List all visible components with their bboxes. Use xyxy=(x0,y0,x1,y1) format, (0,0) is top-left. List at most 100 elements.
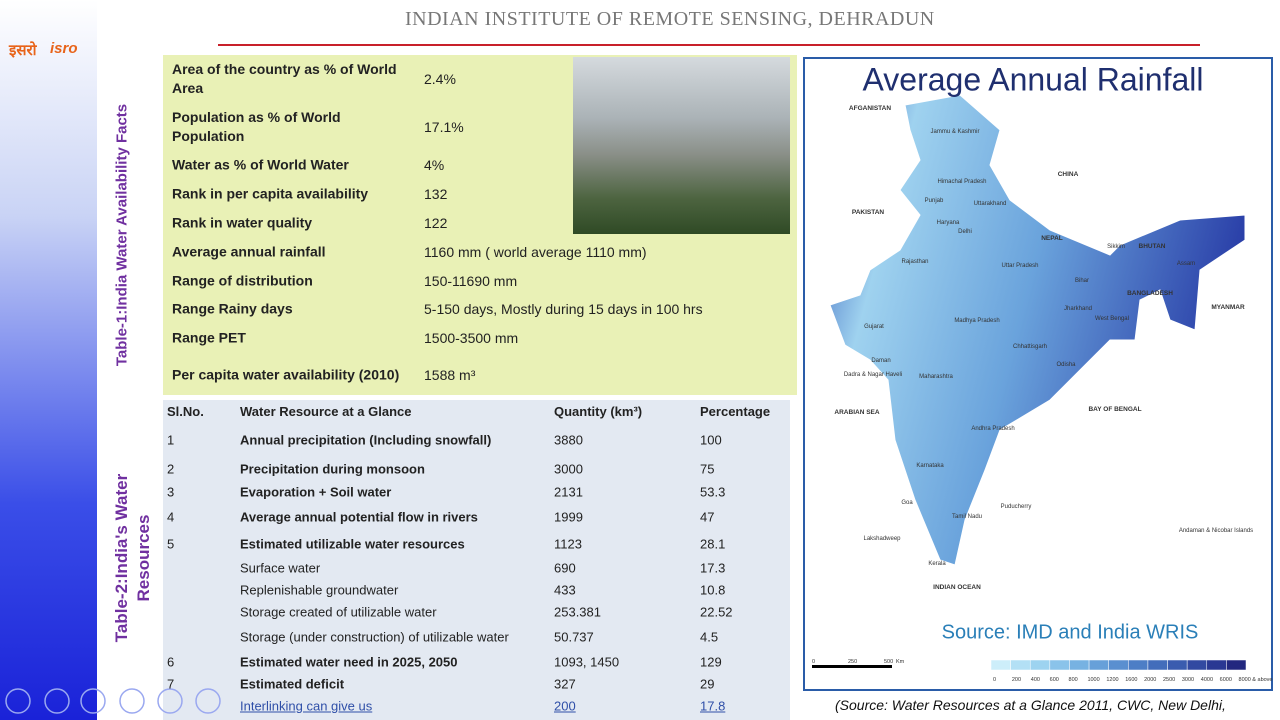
place-label: Sikkim xyxy=(1107,244,1125,250)
place-label: Dadra & Nagar Haveli xyxy=(844,372,902,378)
fact-label: Average annual rainfall xyxy=(172,243,326,260)
fact-value: 17.1% xyxy=(424,119,464,135)
cell: 22.52 xyxy=(700,604,733,620)
fact-value: 132 xyxy=(424,186,448,202)
place-label: AFGANISTAN xyxy=(849,105,891,112)
cell: 253.381 xyxy=(554,604,601,620)
legend-swatch xyxy=(1010,659,1031,671)
legend-swatch xyxy=(1108,659,1129,671)
cell: 50.737 xyxy=(554,629,594,645)
place-label: Lakshadweep xyxy=(863,536,901,542)
cell: 327 xyxy=(554,676,576,692)
cell: 47 xyxy=(700,509,715,525)
place-label: Maharashtra xyxy=(919,374,953,380)
cell: Replenishable groundwater xyxy=(240,582,399,598)
place-label: Rajasthan xyxy=(901,259,928,265)
column-header: Water Resource at a Glance xyxy=(240,404,412,419)
legend-swatch xyxy=(1049,659,1070,671)
logo-hindi: इसरो xyxy=(9,42,37,59)
place-label: Daman xyxy=(871,358,890,364)
cell: 3 xyxy=(167,484,175,500)
fact-label: Area of the country as % of World Area xyxy=(172,61,397,96)
cell: Surface water xyxy=(240,560,321,576)
fact-value: 1160 mm ( world average 1110 mm) xyxy=(424,244,647,260)
fact-label: Rank in water quality xyxy=(172,214,313,231)
place-label: Tamil Nadu xyxy=(952,514,982,520)
legend-label: 200 xyxy=(1012,677,1021,683)
dam-photo xyxy=(573,57,790,234)
cell: 200 xyxy=(554,698,576,714)
legend-label: 8000 & above xyxy=(1239,677,1273,683)
place-label: CHINA xyxy=(1058,171,1079,178)
table1-caption: Table-1:India Water Availability Facts xyxy=(113,103,131,367)
cell: 3880 xyxy=(554,432,583,448)
place-label: Andhra Pradesh xyxy=(971,426,1014,432)
cell: 2 xyxy=(167,461,175,477)
fact-label: Water as % of World Water xyxy=(172,156,349,173)
place-label: MYANMAR xyxy=(1211,304,1245,311)
cell: 17.8 xyxy=(700,698,726,714)
legend-label: 4000 xyxy=(1201,677,1213,683)
cell: Estimated water need in 2025, 2050 xyxy=(240,654,458,670)
place-label: ARABIAN SEA xyxy=(834,409,879,416)
column-header: Sl.No. xyxy=(167,404,204,419)
place-label: NEPAL xyxy=(1041,235,1063,242)
cell: 100 xyxy=(700,432,722,448)
cell: 2131 xyxy=(554,484,583,500)
place-label: BANGLADESH xyxy=(1127,290,1173,297)
scale-label: 500 xyxy=(884,659,893,665)
column-header: Percentage xyxy=(700,404,771,419)
cell: 28.1 xyxy=(700,536,726,552)
place-label: Uttar Pradesh xyxy=(1001,263,1038,269)
legend-label: 600 xyxy=(1050,677,1059,683)
legend-swatch xyxy=(1128,659,1149,671)
scale-label: 250 xyxy=(848,659,857,665)
cell: 4.5 xyxy=(700,629,719,645)
cell: Storage (under construction) of utilizab… xyxy=(240,629,509,645)
place-label: Madhya Pradesh xyxy=(954,318,999,324)
cell: 433 xyxy=(554,582,576,598)
place-label: Assam xyxy=(1177,261,1195,267)
nav-buttons xyxy=(5,688,221,714)
cell: 7 xyxy=(167,676,175,692)
fact-label: Rank in per capita availability xyxy=(172,185,369,202)
cell: 75 xyxy=(700,461,715,477)
cell: Evaporation + Soil water xyxy=(240,484,392,500)
place-label: Jharkhand xyxy=(1064,306,1092,312)
place-label: Punjab xyxy=(925,198,944,204)
place-label: BHUTAN xyxy=(1139,243,1166,250)
fact-value: 4% xyxy=(424,157,445,173)
legend-label: 1600 xyxy=(1125,677,1137,683)
table2-bg xyxy=(163,400,790,720)
scale-bar xyxy=(812,665,892,668)
table2-caption: Resources xyxy=(134,514,153,602)
legend-label: 6000 xyxy=(1220,677,1232,683)
fact-label: Population as % of World Population xyxy=(172,109,341,144)
place-label: Uttarakhand xyxy=(974,201,1007,207)
legend-label: 2000 xyxy=(1144,677,1156,683)
place-label: Kerala xyxy=(928,561,946,567)
place-label: Himachal Pradesh xyxy=(937,179,986,185)
place-label: Puducherry xyxy=(1001,504,1032,510)
legend-swatch xyxy=(1088,659,1109,671)
place-label: Chhattisgarh xyxy=(1013,344,1047,350)
cell: 1 xyxy=(167,432,175,448)
legend-swatch xyxy=(1147,659,1168,671)
place-label: Gujarat xyxy=(864,324,884,330)
cell: Estimated utilizable water resources xyxy=(240,536,465,552)
india-shape xyxy=(829,94,1246,566)
cell: Annual precipitation (Including snowfall… xyxy=(240,432,492,448)
fact-label: Range PET xyxy=(172,329,246,346)
cell: 3000 xyxy=(554,461,583,477)
scale-label: Km xyxy=(896,659,905,665)
legend-label: 3000 xyxy=(1182,677,1194,683)
cell: 53.3 xyxy=(700,484,726,500)
place-label: Bihar xyxy=(1075,278,1089,284)
legend-label: 1200 xyxy=(1106,677,1118,683)
place-label: Jammu & Kashmir xyxy=(930,129,979,135)
place-label: PAKISTAN xyxy=(852,209,885,216)
cell: Precipitation during monsoon xyxy=(240,461,425,477)
fact-value: 2.4% xyxy=(424,71,456,87)
place-label: BAY OF BENGAL xyxy=(1088,406,1141,413)
